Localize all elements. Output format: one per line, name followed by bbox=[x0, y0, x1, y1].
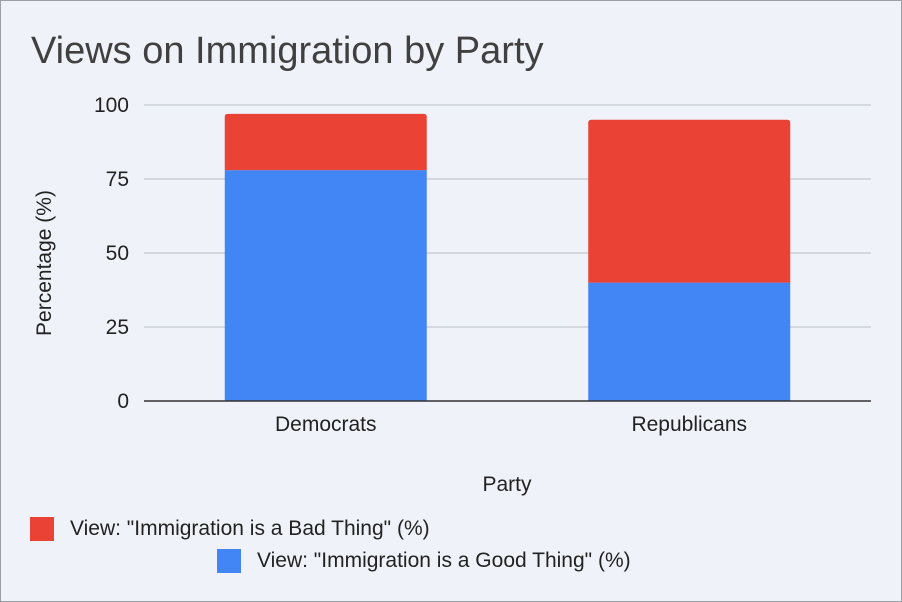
x-axis-title: Party bbox=[482, 473, 532, 496]
legend-label-1: View: "Immigration is a Bad Thing" (%) bbox=[70, 517, 430, 540]
y-ticks: 0 25 50 75 100 bbox=[94, 94, 129, 413]
chart-title: Views on Immigration by Party bbox=[31, 30, 544, 72]
legend-label-0: View: "Immigration is a Good Thing" (%) bbox=[257, 549, 631, 572]
x-ticks: Democrats Republicans bbox=[275, 413, 747, 436]
legend: View: "Immigration is a Bad Thing" (%) Vi… bbox=[30, 517, 631, 573]
y-tick-label-3: 75 bbox=[106, 168, 129, 191]
bar-democrats-series-1 bbox=[224, 113, 427, 171]
y-tick-label-0: 0 bbox=[117, 390, 129, 413]
x-tick-label-republicans: Republicans bbox=[631, 413, 747, 436]
y-tick-label-4: 100 bbox=[94, 94, 129, 117]
bar-republicans-series-0 bbox=[588, 282, 791, 401]
bar-republicans-series-1 bbox=[588, 119, 791, 283]
y-tick-label-2: 50 bbox=[106, 242, 129, 265]
bars bbox=[224, 113, 791, 401]
x-tick-label-democrats: Democrats bbox=[275, 413, 377, 436]
bar-democrats-series-0 bbox=[224, 170, 427, 401]
legend-swatch-1 bbox=[30, 517, 54, 541]
y-tick-label-1: 25 bbox=[106, 316, 129, 339]
legend-swatch-0 bbox=[217, 549, 241, 573]
y-axis-title: Percentage (%) bbox=[33, 190, 56, 336]
